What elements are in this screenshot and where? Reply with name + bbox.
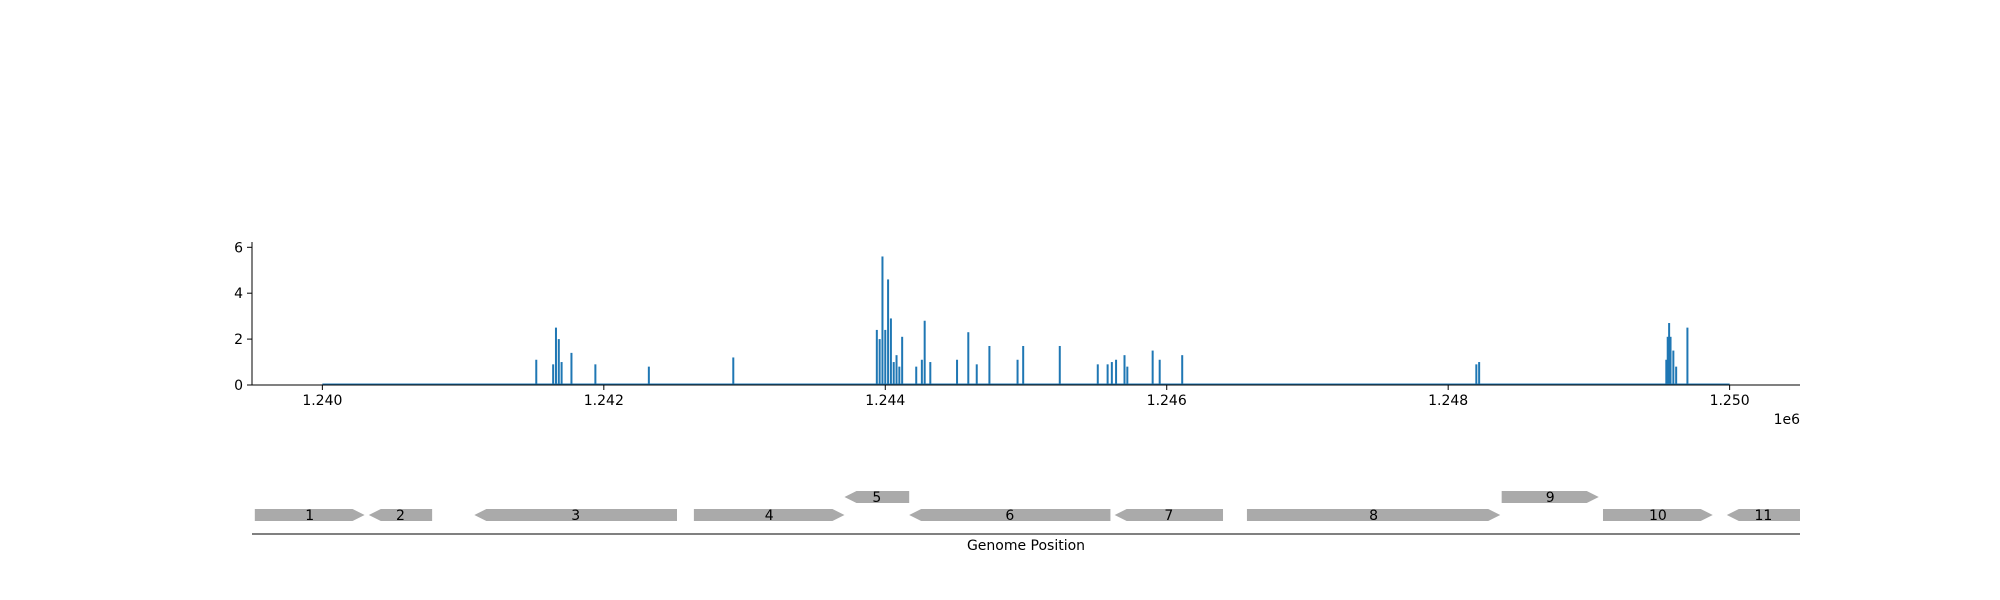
gene-label: 1	[305, 508, 314, 524]
gene-label: 5	[872, 490, 881, 506]
coverage-bar	[535, 359, 538, 385]
gene-arrow	[254, 509, 365, 521]
coverage-bar	[881, 256, 884, 385]
gene-arrow	[1726, 509, 1800, 521]
gene-arrow	[1501, 491, 1599, 503]
x-axis-offset-label: 1e6	[1774, 412, 1801, 428]
coverage-bar	[1668, 323, 1671, 385]
gene-arrow	[844, 491, 910, 503]
coverage-bar	[1158, 359, 1161, 385]
coverage-bar	[895, 355, 898, 385]
gene-label: 6	[1005, 508, 1014, 524]
gene-arrows: 1 2 3 4 5 6 7 8 9 10 11	[254, 490, 1800, 524]
coverage-bar	[878, 339, 881, 385]
coverage-bar	[552, 364, 555, 385]
y-tick-label: 2	[234, 332, 243, 348]
coverage-bar	[901, 336, 904, 385]
coverage-bar	[732, 357, 735, 385]
coverage-bar	[1669, 336, 1672, 385]
coverage-bar	[1022, 345, 1025, 385]
y-axis-ticks: 0 2 4 6	[234, 240, 252, 394]
coverage-bars	[535, 256, 1689, 385]
x-tick-label: 1.248	[1428, 393, 1468, 409]
coverage-bar	[1181, 355, 1184, 385]
x-tick-label: 1.246	[1147, 393, 1187, 409]
x-tick-label: 1.244	[865, 393, 905, 409]
coverage-bar	[915, 366, 918, 385]
coverage-bar	[929, 362, 932, 385]
coverage-bar	[1475, 364, 1478, 385]
gene-label: 9	[1546, 490, 1555, 506]
gene-arrow	[1114, 509, 1224, 521]
coverage-bar	[875, 329, 878, 385]
coverage-bar	[647, 366, 650, 385]
coverage-bar	[1016, 359, 1019, 385]
coverage-bar	[887, 279, 890, 385]
gene-label: 10	[1649, 508, 1667, 524]
gene-label: 8	[1369, 508, 1378, 524]
y-tick-label: 4	[234, 286, 243, 302]
gene-arrow	[368, 509, 433, 521]
coverage-bar	[988, 345, 991, 385]
coverage-bar	[1675, 366, 1678, 385]
gene-label: 2	[396, 508, 405, 524]
coverage-bar	[1666, 336, 1669, 385]
x-tick-label: 1.250	[1710, 393, 1750, 409]
coverage-bar	[1665, 359, 1668, 385]
gene-arrow	[693, 509, 845, 521]
x-tick-label: 1.240	[302, 393, 342, 409]
coverage-bar	[889, 318, 892, 385]
coverage-bar	[557, 339, 560, 385]
coverage-bar	[923, 320, 926, 385]
coverage-bar	[560, 362, 563, 385]
coverage-bar	[570, 352, 573, 385]
coverage-bar	[1686, 327, 1689, 385]
x-axis-ticks: 1.240 1.242 1.244 1.246 1.248 1.250	[302, 385, 1750, 409]
gene-label: 7	[1164, 508, 1173, 524]
gene-track: 1 2 3 4 5 6 7 8 9 10 11 Genome Position	[252, 490, 1800, 554]
coverage-bar	[892, 362, 895, 385]
coverage-bar	[1151, 350, 1154, 385]
coverage-bar	[967, 332, 970, 385]
gene-arrow	[909, 509, 1111, 521]
coverage-plot: 0 2 4 6 1.240 1.242 1.244 1.246 1.248 1.250 1e6	[234, 240, 1800, 428]
coverage-bar	[898, 366, 901, 385]
gene-arrow	[1602, 509, 1713, 521]
coverage-bar	[1058, 345, 1061, 385]
coverage-bar	[1110, 362, 1113, 385]
coverage-bar	[975, 364, 978, 385]
coverage-bar	[1106, 364, 1109, 385]
gene-track-xlabel: Genome Position	[967, 538, 1085, 554]
y-tick-label: 6	[234, 240, 243, 256]
coverage-bar	[1123, 355, 1126, 385]
x-tick-label: 1.242	[584, 393, 624, 409]
coverage-bar	[1672, 350, 1675, 385]
y-tick-label: 0	[234, 378, 243, 394]
coverage-bar	[884, 329, 887, 385]
gene-label: 11	[1754, 508, 1772, 524]
gene-arrow	[1246, 509, 1501, 521]
coverage-bar	[554, 327, 557, 385]
gene-label: 4	[765, 508, 774, 524]
gene-arrow	[474, 509, 677, 521]
coverage-bar	[1096, 364, 1099, 385]
gene-label: 3	[571, 508, 580, 524]
coverage-bar	[594, 364, 597, 385]
coverage-bar	[1115, 359, 1118, 385]
coverage-bar	[1478, 362, 1481, 385]
coverage-bar	[920, 359, 923, 385]
coverage-bar	[956, 359, 959, 385]
coverage-bar	[1126, 366, 1129, 385]
